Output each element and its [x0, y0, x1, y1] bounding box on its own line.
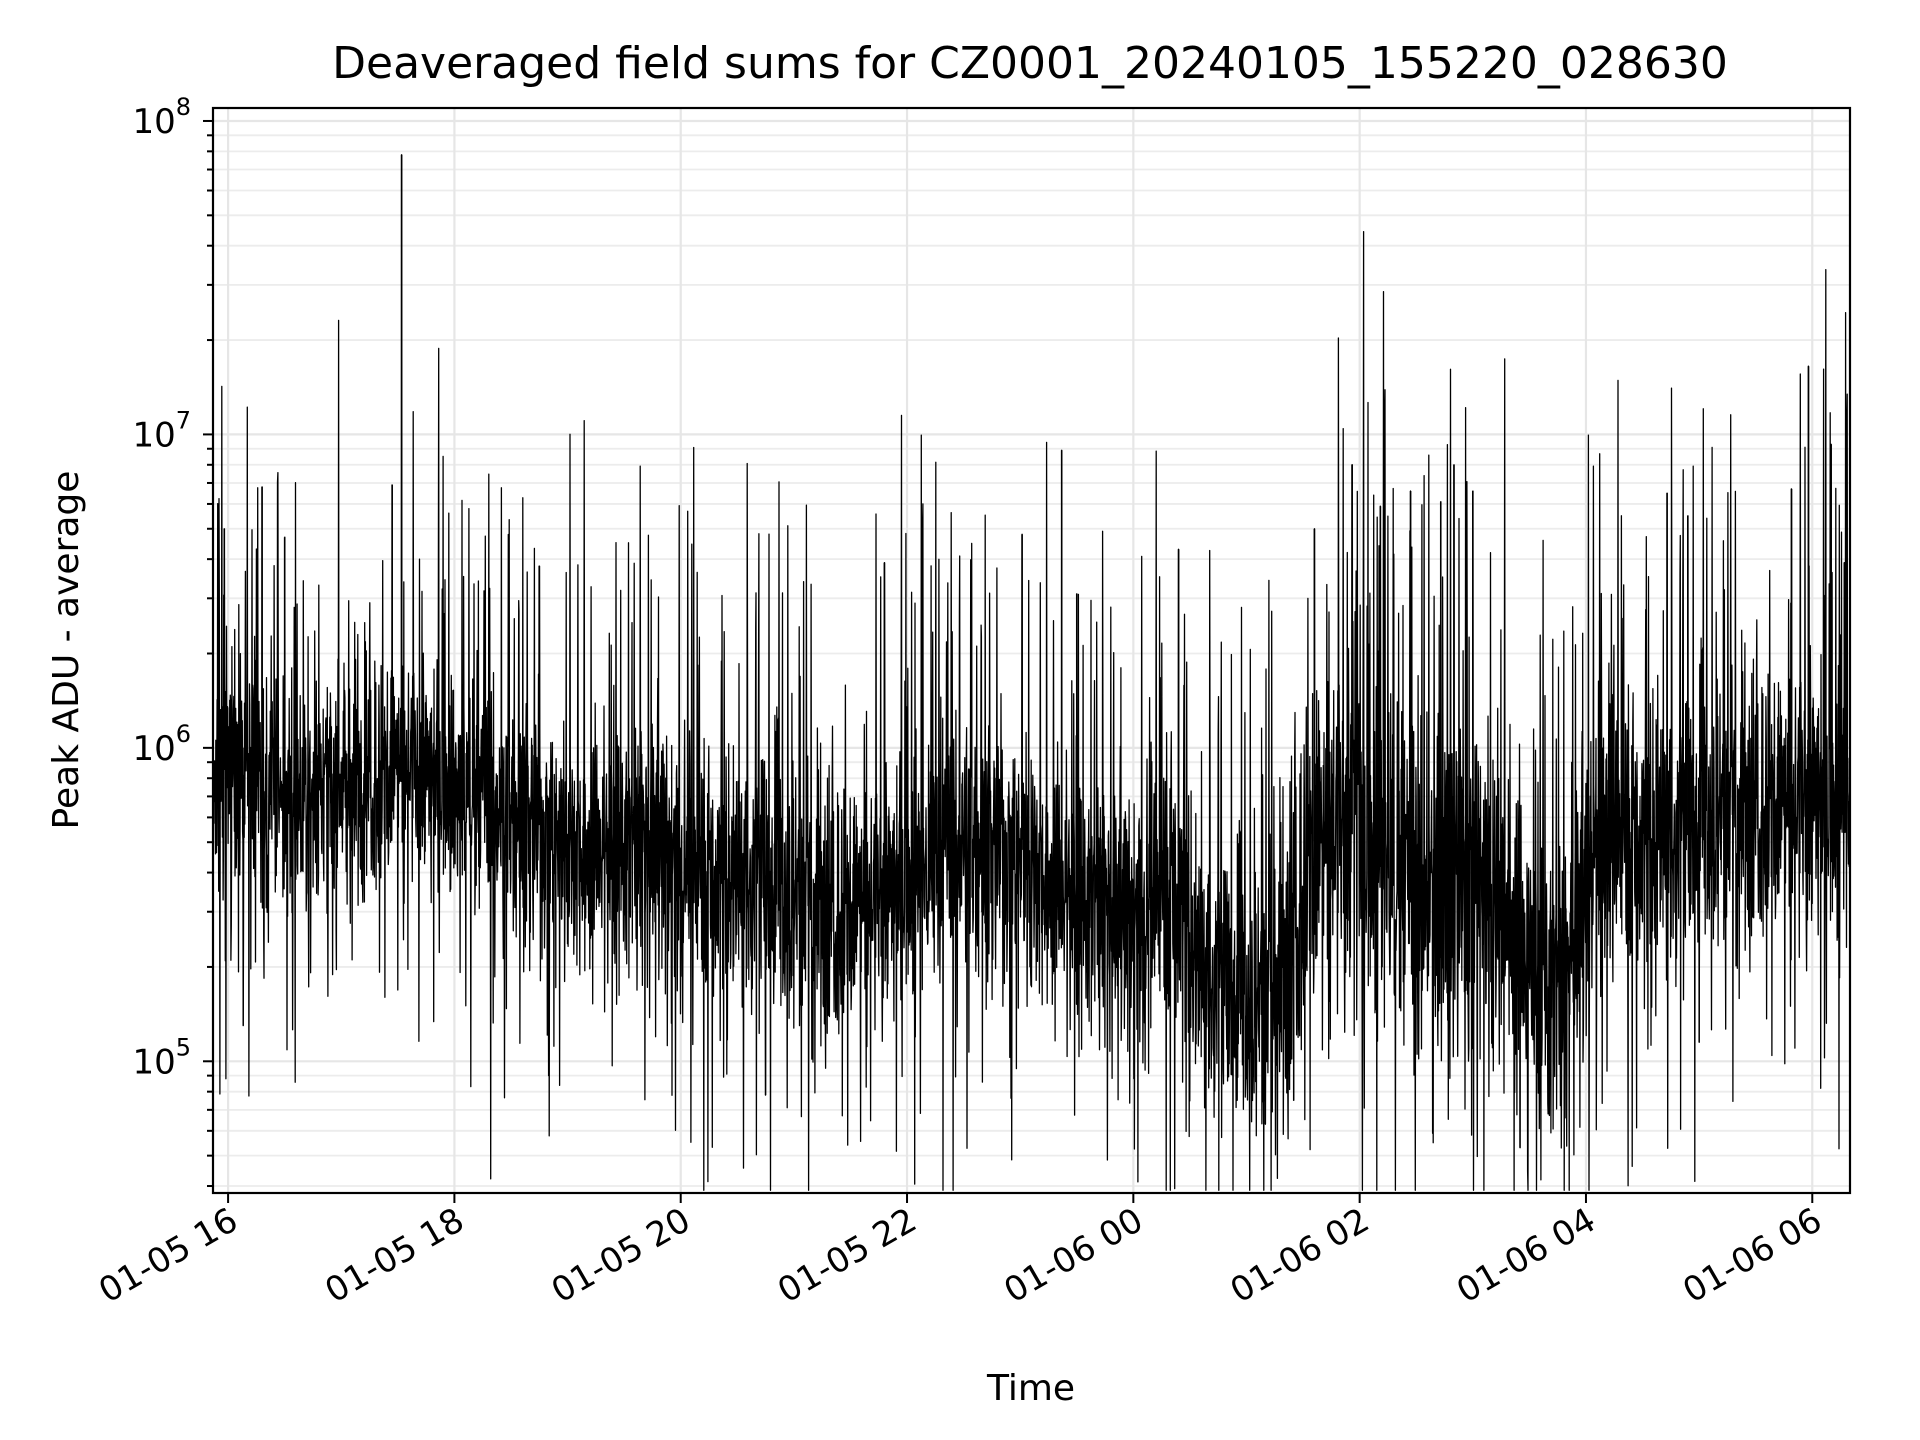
y-tick-label: 106: [132, 720, 191, 769]
y-axis: 105 106 107 108: [132, 93, 213, 1188]
series-line: [213, 154, 1850, 1191]
y-tick-label: 108: [132, 93, 191, 142]
y-tick-label: 107: [132, 406, 191, 455]
y-axis-label: Peak ADU - average: [46, 471, 87, 830]
x-axis-label: Time: [986, 1368, 1075, 1409]
plot-frame: [211, 106, 1852, 1195]
y-tick-label: 105: [132, 1033, 191, 1082]
chart-title: Deaveraged field sums for CZ0001_2024010…: [332, 38, 1728, 89]
data-area: [213, 154, 1850, 1191]
